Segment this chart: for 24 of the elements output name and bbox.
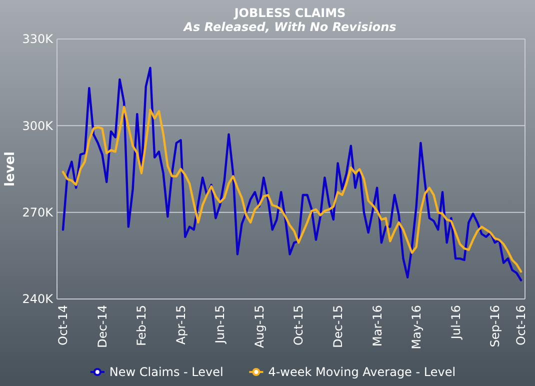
y-tick-label: 330K	[22, 32, 54, 46]
line-series	[62, 106, 522, 273]
legend-label: New Claims - Level	[109, 365, 224, 380]
chart-title: JOBLESS CLAIMS	[233, 6, 346, 20]
x-tick-label: May-16	[410, 305, 424, 350]
x-tick-label: Jul-16	[448, 305, 463, 340]
chart-subtitle: As Released, With No Revisions	[182, 20, 396, 34]
x-tick-label: Oct-14	[56, 305, 70, 346]
y-tick-label: 240K	[22, 292, 54, 306]
line-series	[62, 66, 522, 282]
x-tick-label: Aug-15	[252, 305, 266, 348]
x-tick-label: Oct-16	[514, 305, 528, 346]
x-tick-label: Sep-16	[488, 305, 502, 348]
x-tick-label: Apr-15	[174, 305, 188, 345]
x-tick-label: Dec-14	[95, 305, 110, 348]
x-tick-label: Feb-15	[134, 305, 149, 346]
y-tick-label: 270K	[22, 206, 54, 220]
x-tick-label: Dec-15	[331, 305, 345, 348]
x-tick-label: Jun-15	[213, 305, 228, 344]
x-tick-label: Mar-16	[370, 305, 384, 346]
y-tick-label: 300K	[22, 118, 54, 133]
x-tick-label: Oct-15	[292, 305, 306, 346]
y-axis-title: level	[3, 151, 18, 187]
legend-label: 4-week Moving Average - Level	[268, 365, 456, 380]
